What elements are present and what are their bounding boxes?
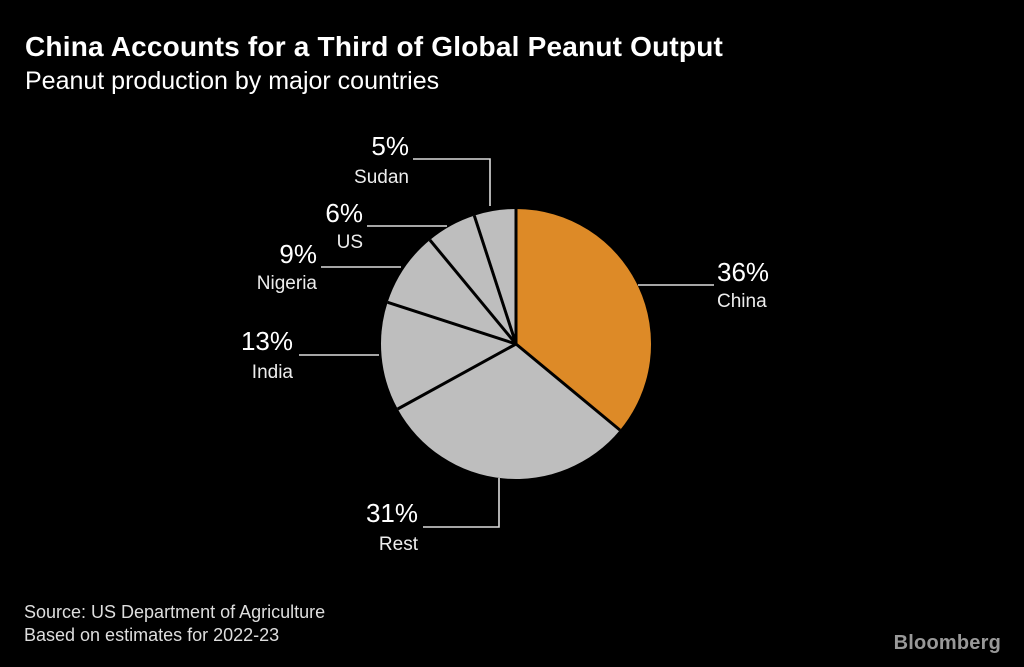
slice-name-rest: Rest [379,534,419,555]
label-leader-sudan [413,158,491,206]
slice-name-sudan: Sudan [354,167,409,188]
source-line-1: Source: US Department of Agriculture [24,602,326,622]
chart-title: China Accounts for a Third of Global Pea… [25,31,724,62]
pie-slice-nigeria[interactable] [387,240,516,344]
pie-slice-rest[interactable] [397,344,620,479]
slice-value-nigeria: 9% [279,239,317,269]
source-line-2: Based on estimates for 2022-23 [24,625,280,645]
slice-value-rest: 31% [366,498,418,528]
slice-value-india: 13% [241,326,293,356]
slice-name-us: US [337,232,363,253]
slice-name-india: India [252,362,294,383]
slice-name-nigeria: Nigeria [257,273,318,294]
source-note: Source: US Department of Agriculture Bas… [24,601,325,647]
slice-divider [396,342,517,411]
slice-divider [387,300,517,346]
pie-slice-india[interactable] [381,302,516,409]
chart-subtitle: Peanut production by major countries [25,67,440,95]
pie-slice-us[interactable] [429,215,516,344]
label-leader-rest [423,478,500,528]
slice-name-china: China [717,291,767,312]
slice-value-us: 6% [325,198,363,228]
slice-divider [428,239,518,345]
slice-divider [472,215,518,345]
bloomberg-logo: Bloomberg [893,632,1001,654]
slice-value-china: 36% [717,257,769,287]
slice-value-sudan: 5% [371,131,409,161]
slice-divider [515,342,621,432]
pie-slice-china[interactable] [516,209,652,431]
